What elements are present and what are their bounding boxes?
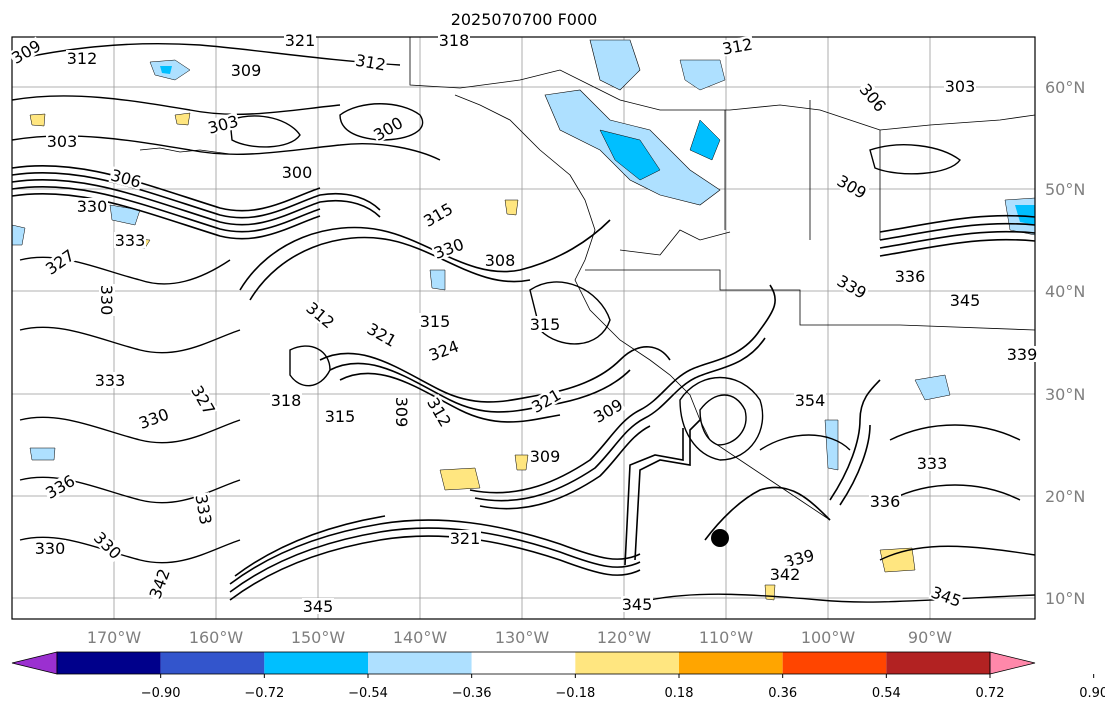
contour-label: 318: [439, 31, 470, 50]
contour-label: 321: [285, 31, 316, 50]
map-frame: [11, 36, 1036, 620]
latitude-label: 40°N: [1045, 282, 1085, 301]
contour-label: 345: [303, 597, 334, 616]
colorbar-tick-label: −0.18: [555, 686, 595, 701]
contour-label: 303: [47, 132, 78, 151]
contour-label: 330: [35, 539, 66, 558]
latitude-label: 20°N: [1045, 487, 1085, 506]
contour-label: 321: [450, 529, 481, 548]
contour-label: 336: [895, 267, 926, 286]
contour-label: 303: [945, 77, 976, 96]
latitude-label: 60°N: [1045, 78, 1085, 97]
contour-label: 309: [231, 61, 262, 80]
contour-label: 312: [67, 49, 98, 68]
map-background: [12, 37, 1035, 619]
latitude-label: 10°N: [1045, 589, 1085, 608]
shaded-patches: [11, 39, 1036, 601]
contour-label: 318: [271, 391, 302, 410]
contour-lines: [11, 164, 1036, 601]
map-title: 2025070700 F000: [450, 10, 598, 29]
contour-label: 315: [420, 312, 451, 331]
contour-label: 345: [950, 291, 981, 310]
latitude-labels: 60°N 50°N 40°N 30°N 20°N 10°N: [1045, 78, 1085, 608]
colorbar-segment: [368, 652, 472, 674]
colorbar-tick-label: −0.54: [348, 686, 388, 701]
colorbar-tick-label: 0.36: [768, 686, 797, 701]
longitude-label: 160°W: [189, 628, 244, 647]
colorbar-tick-label: 0.90: [1079, 686, 1105, 701]
contour-label: 330: [77, 197, 108, 216]
contour-label: 309: [530, 447, 561, 466]
contour-label: 315: [325, 407, 356, 426]
colorbar-extension-low: [11, 651, 58, 675]
contour-label: 342: [770, 565, 801, 584]
contour-label: 333: [115, 231, 146, 250]
longitude-label: 170°W: [87, 628, 142, 647]
colorbar-segment: [471, 652, 576, 674]
contour-label: 315: [530, 315, 561, 334]
colorbar-tick-label: −0.36: [452, 686, 492, 701]
longitude-label: 110°W: [699, 628, 754, 647]
colorbar-tick-label: 0.72: [976, 686, 1005, 701]
longitude-label: 130°W: [495, 628, 550, 647]
colorbar-ticks: −0.90 −0.72 −0.54 −0.36 −0.18 0.18 0.36 0.54 0.7…: [141, 674, 1105, 701]
colorbar-segment: [264, 652, 368, 674]
contour-label: 336: [870, 492, 901, 511]
contour-label: 333: [917, 454, 948, 473]
colorbar-tick-label: 0.18: [665, 686, 694, 701]
colorbar-segment: [575, 652, 679, 674]
location-marker: [711, 529, 729, 547]
colorbar-segment: [782, 652, 887, 674]
contour-label: 300: [282, 163, 313, 182]
colorbar-extension-high: [989, 651, 1036, 675]
contour-label: 308: [485, 251, 516, 270]
longitude-labels: 170°W 160°W 150°W 140°W 130°W 120°W 110°W 100°W…: [87, 628, 952, 647]
contour-label: 309: [392, 397, 411, 428]
contour-label: 339: [1007, 345, 1038, 364]
contour-label: 330: [97, 285, 116, 316]
contour-lines-minor: [11, 43, 1036, 603]
contour-label: 345: [622, 595, 653, 614]
colorbar-segment: [679, 652, 783, 674]
colorbar-segment: [57, 652, 161, 674]
colorbar-tick-label: 0.54: [872, 686, 901, 701]
longitude-label: 120°W: [597, 628, 652, 647]
contour-label: 354: [795, 391, 826, 410]
colorbar-tick-label: −0.90: [141, 686, 181, 701]
longitude-label: 100°W: [801, 628, 856, 647]
longitude-label: 140°W: [393, 628, 448, 647]
colorbar: [11, 651, 1036, 675]
colorbar-segment: [886, 652, 990, 674]
longitude-label: 150°W: [291, 628, 346, 647]
latitude-label: 30°N: [1045, 385, 1085, 404]
contour-label: 333: [95, 371, 126, 390]
latitude-label: 50°N: [1045, 180, 1085, 199]
colorbar-tick-label: −0.72: [244, 686, 284, 701]
longitude-label: 90°W: [908, 628, 952, 647]
colorbar-segment: [160, 652, 265, 674]
